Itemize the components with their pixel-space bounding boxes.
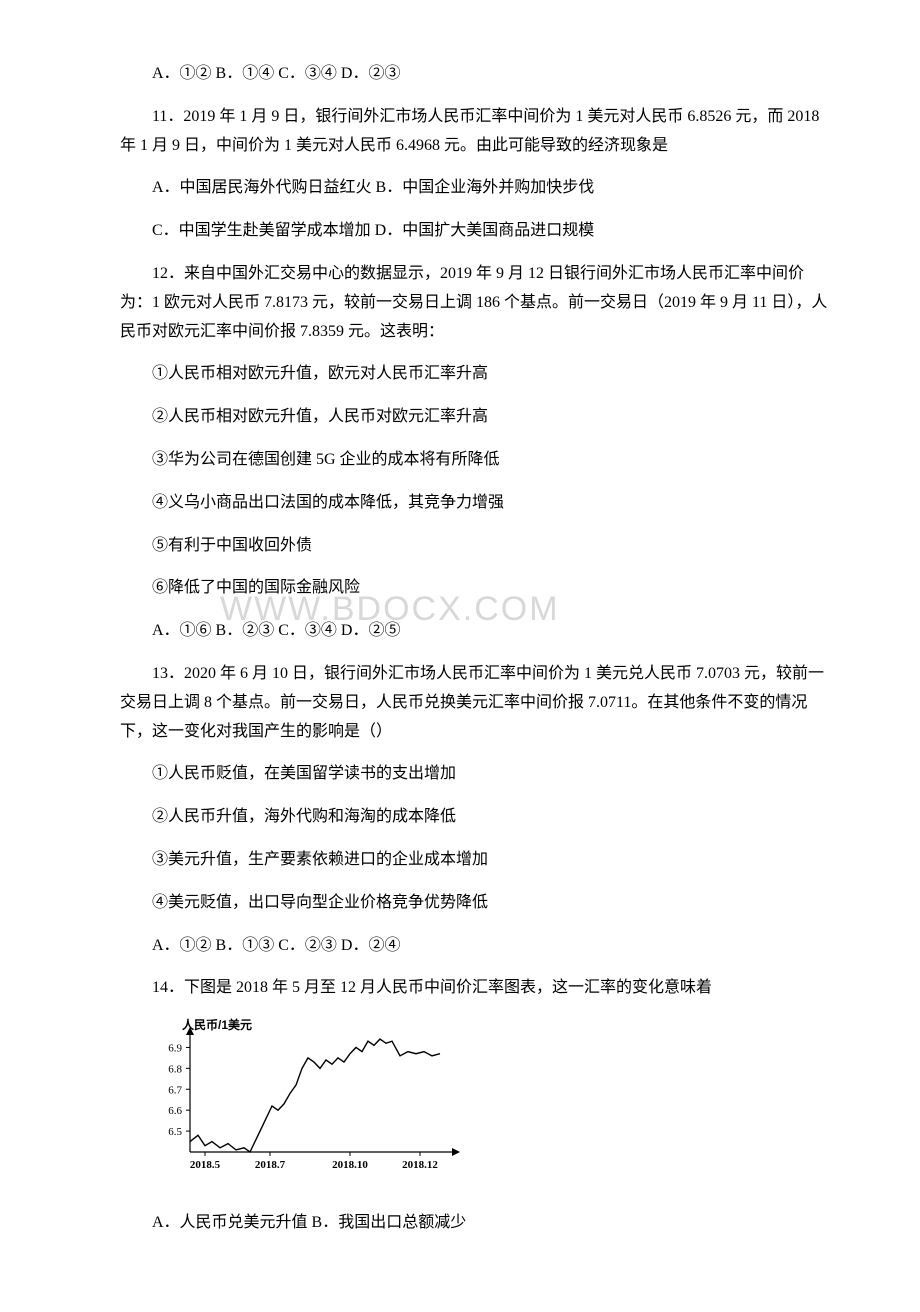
q12-stem: 12．来自中国外汇交易中心的数据显示，2019 年 9 月 12 日银行间外汇市… <box>120 260 830 346</box>
q13-statement-1: ①人民币贬值，在美国留学读书的支出增加 <box>120 760 830 789</box>
q12-statement-2: ②人民币相对欧元升值，人民币对欧元汇率升高 <box>120 403 830 432</box>
svg-text:2018.7: 2018.7 <box>255 1159 286 1171</box>
q13-statement-4: ④美元贬值，出口导向型企业价格竞争优势降低 <box>120 889 830 918</box>
q12-statement-3: ③华为公司在德国创建 5G 企业的成本将有所降低 <box>120 446 830 475</box>
svg-text:6.9: 6.9 <box>168 1043 182 1055</box>
svg-text:2018.10: 2018.10 <box>332 1159 368 1171</box>
q11-options-row1: A．中国居民海外代购日益红火 B．中国企业海外并购加快步伐 <box>120 174 830 203</box>
exchange-rate-chart: 人民币/1美元 6.5 6.6 6.7 6.8 6.9 2018.5 2018.7 2018.1… <box>150 1017 830 1197</box>
q11-options-row2: C．中国学生赴美留学成本增加 D．中国扩大美国商品进口规模 <box>120 217 830 246</box>
q12-statement-5: ⑤有利于中国收回外债 <box>120 532 830 561</box>
q12-statement-6: ⑥降低了中国的国际金融风险 <box>120 574 830 603</box>
document-page: A．①② B．①④ C．③④ D．②③ 11．2019 年 1 月 9 日，银行… <box>0 0 920 1312</box>
q14-stem: 14．下图是 2018 年 5 月至 12 月人民币中间价汇率图表，这一汇率的变… <box>120 974 830 1003</box>
svg-text:6.7: 6.7 <box>168 1084 182 1096</box>
svg-text:6.8: 6.8 <box>168 1063 182 1075</box>
svg-text:2018.5: 2018.5 <box>190 1159 221 1171</box>
chart-svg: 人民币/1美元 6.5 6.6 6.7 6.8 6.9 2018.5 2018.7 2018.1… <box>150 1017 460 1192</box>
q12-statement-4: ④义乌小商品出口法国的成本降低，其竞争力增强 <box>120 489 830 518</box>
q13-statement-2: ②人民币升值，海外代购和海淘的成本降低 <box>120 803 830 832</box>
q10-options: A．①② B．①④ C．③④ D．②③ <box>120 60 830 89</box>
svg-text:6.6: 6.6 <box>168 1105 182 1117</box>
svg-text:人民币/1美元: 人民币/1美元 <box>182 1017 252 1032</box>
q13-options: A．①② B．①③ C．②③ D．②④ <box>120 932 830 961</box>
q14-options-row1: A．人民币兑美元升值 B．我国出口总额减少 <box>120 1209 830 1238</box>
q13-stem: 13．2020 年 6 月 10 日，银行间外汇市场人民币汇率中间价为 1 美元… <box>120 660 830 746</box>
q11-stem: 11．2019 年 1 月 9 日，银行间外汇市场人民币汇率中间价为 1 美元对… <box>120 103 830 161</box>
q13-statement-3: ③美元升值，生产要素依赖进口的企业成本增加 <box>120 846 830 875</box>
q12-statement-1: ①人民币相对欧元升值，欧元对人民币汇率升高 <box>120 360 830 389</box>
q12-options: A．①⑥ B．②③ C．③④ D．②⑤ <box>120 617 830 646</box>
svg-text:2018.12: 2018.12 <box>402 1159 438 1171</box>
svg-text:6.5: 6.5 <box>168 1126 182 1138</box>
